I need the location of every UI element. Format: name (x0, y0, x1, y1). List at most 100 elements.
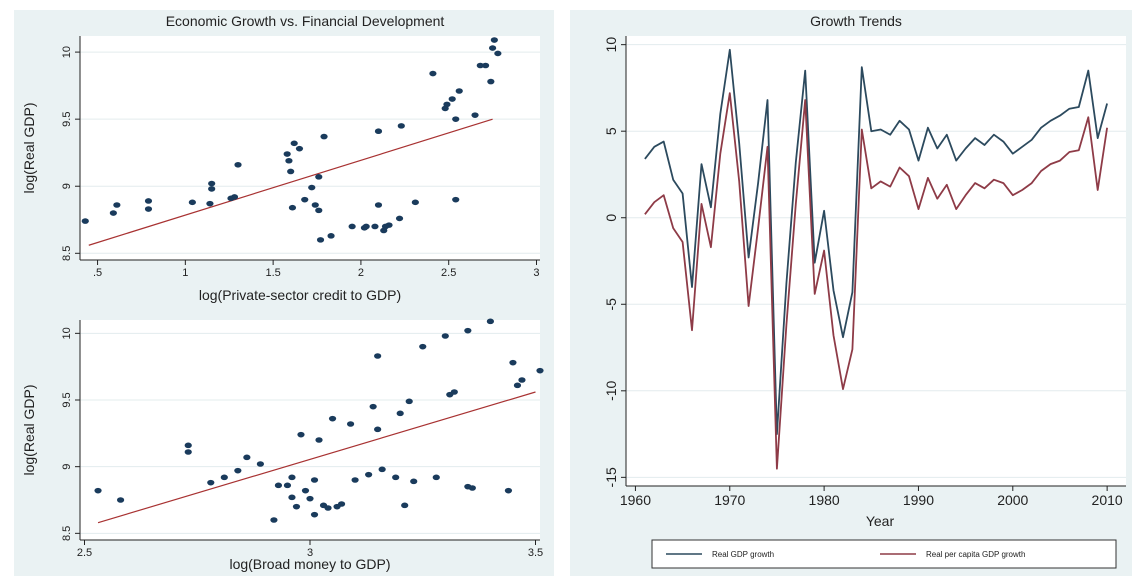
chart-credit-y-axis-label: log(Real GDP) (21, 102, 37, 193)
fit-line (88, 118, 493, 246)
scatter-point (351, 477, 359, 483)
scatter-point (481, 62, 490, 69)
scatter-point (208, 186, 216, 192)
chart-money-plot-area (80, 320, 540, 540)
chart-trends-plot-area (626, 36, 1126, 486)
scatter-point (536, 367, 544, 374)
x-tick-label: 3 (307, 547, 313, 559)
scatter-point (378, 466, 386, 473)
scatter-point (476, 62, 484, 69)
scatter-point (315, 174, 323, 180)
series-line-real-gdp-growth (644, 48, 1108, 435)
scatter-point (184, 442, 192, 449)
scatter-point (315, 437, 323, 443)
scatter-point (144, 206, 153, 212)
scatter-point (487, 78, 495, 85)
scatter-point (513, 382, 522, 389)
scatter-point (301, 487, 310, 494)
fit-line (97, 391, 536, 524)
scatter-point (362, 223, 370, 230)
scatter-point (504, 487, 513, 494)
line-chart-growth-trends: Growth Trends Year 1960 1970 1980 1990 2000 2… (570, 10, 1132, 576)
scatter-point (385, 222, 393, 228)
scatter-point (270, 517, 278, 523)
scatter-point (401, 502, 409, 509)
scatter-point (441, 333, 449, 339)
scatter-point (316, 237, 325, 243)
x-tick-label: 2.5 (441, 267, 456, 279)
y-tick-label: 8.5 (61, 526, 73, 541)
scatter-point (448, 96, 456, 102)
scatter-point (346, 421, 355, 427)
x-tick-label: 1960 (620, 492, 651, 508)
scatter-point (207, 479, 215, 486)
scatter-point (443, 101, 451, 108)
scatter-point (287, 168, 295, 175)
scatter-point (464, 327, 472, 334)
x-tick-label: 1.5 (265, 267, 280, 279)
chart-credit-title: Economic Growth vs. Financial Developmen… (166, 13, 445, 29)
x-tick-label: 2010 (1092, 492, 1123, 508)
scatter-point (256, 461, 264, 467)
scatter-point (306, 495, 314, 502)
scatter-point (188, 199, 196, 206)
y-tick-label: 10 (603, 37, 619, 53)
y-tick-label: -5 (603, 298, 619, 311)
chart-credit-plot-area (80, 36, 540, 260)
scatter-point (328, 415, 337, 422)
x-tick-label: 2 (358, 267, 364, 279)
scatter-point (374, 128, 383, 135)
scatter-point (337, 501, 346, 507)
scatter-point (395, 215, 404, 222)
scatter-point (452, 116, 460, 122)
x-tick-label: 1970 (714, 492, 745, 508)
scatter-point (348, 223, 356, 230)
chart-credit-x-axis-label: log(Private-sector credit to GDP) (199, 287, 401, 303)
scatter-point (429, 70, 437, 77)
y-tick-label: 9.5 (61, 112, 73, 127)
scatter-point (292, 503, 301, 510)
y-tick-label: 8.5 (61, 246, 73, 261)
scatter-point (144, 198, 153, 204)
scatter-point (234, 161, 242, 168)
y-tick-label: 10 (61, 327, 73, 339)
scatter-point (369, 403, 377, 410)
x-tick-label: 2000 (997, 492, 1028, 508)
scatter-point (327, 233, 335, 239)
x-tick-label: 1990 (903, 492, 934, 508)
scatter-point (288, 204, 297, 211)
x-tick-label: 3.5 (528, 547, 543, 559)
scatter-point (109, 210, 117, 216)
scatter-point (365, 471, 373, 478)
scatter-point (310, 511, 319, 518)
scatter-point (116, 497, 125, 503)
scatter-point (285, 157, 293, 164)
legend-label-real-per-capita-gdp-growth: Real per capita GDP growth (926, 550, 1025, 559)
scatter-point (455, 88, 463, 94)
scatter-point (310, 477, 319, 483)
chart-trends-legend: Real GDP growth Real per capita GDP grow… (651, 539, 1117, 569)
chart-trends-x-axis-label: Year (866, 513, 895, 529)
scatter-chart-broad-money: log(Broad money to GDP) log(Real GDP) 2.… (14, 310, 554, 576)
scatter-point (410, 478, 418, 485)
scatter-point (320, 133, 328, 140)
scatter-point (374, 426, 382, 433)
scatter-point (288, 474, 296, 481)
scatter-point (81, 218, 89, 224)
y-tick-label: 9.5 (61, 392, 73, 407)
scatter-point (392, 474, 400, 481)
scatter-point (220, 474, 228, 481)
scatter-point (509, 359, 517, 366)
scatter-point (488, 45, 497, 51)
x-tick-label: 1980 (809, 492, 840, 508)
scatter-point (411, 199, 419, 206)
scatter-point (301, 196, 309, 203)
legend-label-real-gdp-growth: Real GDP growth (712, 550, 774, 559)
scatter-point (208, 180, 216, 187)
scatter-point (94, 487, 102, 494)
scatter-point (374, 202, 383, 208)
scatter-point (288, 494, 296, 501)
y-tick-label: -10 (603, 380, 619, 400)
y-tick-label: 9 (61, 183, 73, 189)
scatter-point (371, 223, 379, 230)
